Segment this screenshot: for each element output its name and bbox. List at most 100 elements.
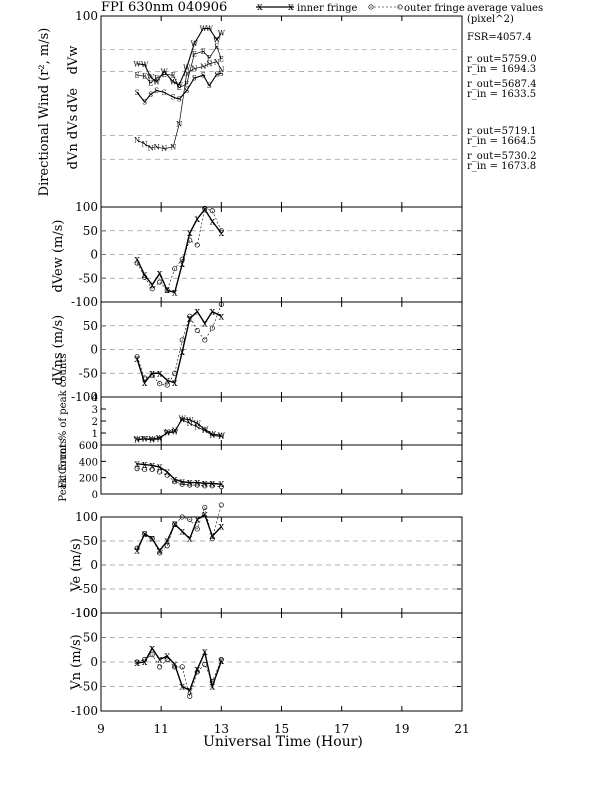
point-marker: x bbox=[202, 204, 208, 215]
channel-label: dVw bbox=[66, 46, 81, 75]
y-tick-label: 3 bbox=[92, 405, 98, 416]
point-marker bbox=[164, 543, 170, 549]
series-outer-fringe bbox=[134, 502, 224, 556]
point-marker bbox=[218, 484, 224, 490]
point-marker: W bbox=[161, 68, 169, 76]
point-marker: x bbox=[179, 682, 185, 693]
average-units-label: (pixel^2) bbox=[467, 14, 514, 25]
point-marker bbox=[179, 337, 185, 343]
point-marker: E bbox=[135, 72, 140, 80]
point-marker: x bbox=[209, 307, 215, 318]
point-marker bbox=[149, 536, 155, 542]
point-marker: x bbox=[219, 311, 225, 322]
point-marker bbox=[218, 656, 224, 663]
r-out-label: r_out=5759.0 bbox=[467, 54, 537, 65]
point-marker bbox=[194, 669, 200, 675]
point-marker: W bbox=[164, 430, 172, 438]
series-line bbox=[136, 310, 222, 385]
y-axis-label: Directional Wind (r², m/s) bbox=[37, 28, 52, 197]
radius-annotations: r_out=5759.0r_in = 1694.3r_out=5687.4r_i… bbox=[467, 54, 537, 172]
point-marker: W bbox=[213, 36, 221, 44]
point-marker bbox=[209, 325, 215, 331]
y-tick-label: 50 bbox=[83, 224, 98, 238]
r-out-label: r_out=5719.1 bbox=[467, 126, 537, 137]
point-marker bbox=[142, 274, 148, 280]
y-tick-label: 0 bbox=[90, 655, 98, 669]
point-marker: E bbox=[148, 79, 153, 87]
point-marker: W bbox=[147, 74, 155, 82]
point-marker: S bbox=[135, 89, 140, 97]
point-marker bbox=[149, 286, 155, 292]
y-tick-label: 0 bbox=[90, 343, 98, 357]
point-marker: S bbox=[148, 91, 153, 99]
x-tick-label: 15 bbox=[274, 722, 289, 736]
point-marker: N bbox=[142, 140, 148, 148]
point-marker: W bbox=[218, 30, 226, 38]
point-marker bbox=[218, 301, 224, 307]
series-outer-fringe bbox=[134, 301, 224, 388]
point-marker bbox=[194, 482, 200, 488]
point-marker: W bbox=[200, 25, 208, 33]
point-marker: N bbox=[206, 60, 212, 68]
point-marker: E bbox=[162, 71, 167, 79]
point-marker bbox=[157, 279, 163, 285]
series-line bbox=[137, 419, 222, 441]
point-marker: N bbox=[176, 120, 182, 128]
point-marker bbox=[134, 466, 140, 472]
x-tick-label: 19 bbox=[394, 722, 409, 736]
y-tick-label: 0 bbox=[92, 441, 98, 452]
point-marker: E bbox=[177, 84, 182, 92]
series-line bbox=[136, 513, 222, 552]
point-marker: x bbox=[134, 254, 140, 265]
legend-outer-label: outer fringe bbox=[404, 3, 465, 14]
point-marker bbox=[164, 382, 170, 388]
point-marker bbox=[209, 483, 215, 489]
x-tick-label: 9 bbox=[97, 722, 105, 736]
point-marker: W bbox=[141, 436, 149, 444]
point-marker bbox=[202, 483, 208, 489]
point-marker: N bbox=[170, 143, 176, 151]
point-marker: W bbox=[194, 420, 202, 428]
point-marker: x bbox=[194, 514, 200, 525]
y-tick-label: 1 bbox=[92, 429, 98, 440]
point-marker: x bbox=[164, 536, 170, 547]
series-line bbox=[136, 72, 222, 103]
point-marker: E bbox=[201, 48, 206, 56]
x-tick-label: 17 bbox=[334, 722, 349, 736]
point-marker bbox=[142, 466, 148, 473]
point-marker: N bbox=[154, 143, 160, 151]
point-marker: W bbox=[133, 436, 141, 444]
point-marker: N bbox=[172, 427, 178, 435]
x-tick-label: 11 bbox=[154, 722, 169, 736]
y-tick-label: -100 bbox=[71, 295, 98, 309]
y-tick-label: 100 bbox=[75, 9, 98, 23]
point-marker: x bbox=[149, 460, 155, 471]
point-marker: x bbox=[202, 318, 208, 329]
point-marker: x bbox=[142, 529, 148, 540]
point-marker bbox=[134, 545, 140, 551]
series-line bbox=[136, 208, 222, 294]
point-marker: S bbox=[154, 87, 159, 95]
point-marker: x bbox=[187, 685, 193, 696]
point-marker: x bbox=[164, 375, 170, 386]
point-marker bbox=[157, 381, 163, 387]
point-marker bbox=[194, 242, 200, 248]
point-marker bbox=[134, 354, 140, 360]
series-line bbox=[137, 27, 222, 86]
point-marker: E bbox=[171, 72, 176, 80]
point-marker: N bbox=[148, 144, 154, 152]
point-marker bbox=[179, 256, 185, 262]
y-axis-label: dVns (m/s) bbox=[51, 315, 66, 385]
point-marker: W bbox=[149, 436, 157, 444]
point-marker: W bbox=[179, 415, 187, 423]
point-marker: x bbox=[172, 288, 178, 299]
point-marker: x bbox=[202, 510, 208, 521]
y-tick-label: 100 bbox=[75, 510, 98, 524]
point-marker: x bbox=[149, 643, 155, 654]
